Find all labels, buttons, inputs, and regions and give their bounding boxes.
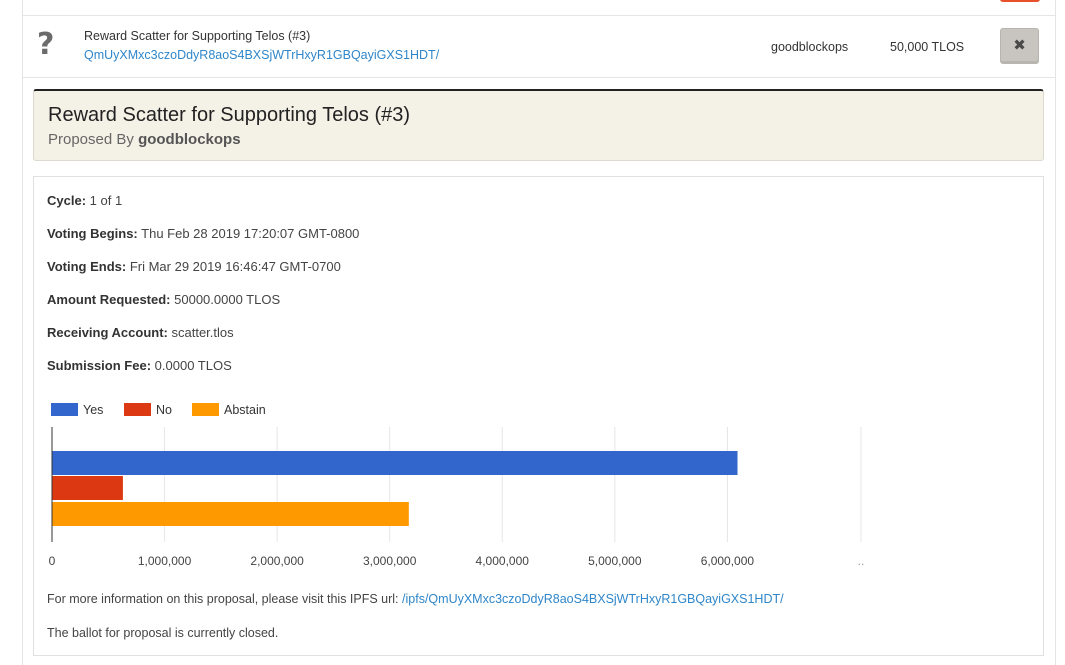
question-mark-icon: ?	[37, 27, 55, 62]
chart-tick-label-0: 0	[49, 554, 56, 568]
field-amount-requested: Amount Requested: 50000.0000 TLOS	[47, 292, 280, 307]
proposal-detail-proposed-by: Proposed By goodblockops	[48, 131, 241, 148]
previous-row-button-fragment[interactable]	[1000, 0, 1040, 2]
field-voting-ends-label: Voting Ends:	[47, 259, 127, 274]
field-amount-requested-value: 50000.0000 TLOS	[174, 292, 281, 307]
more-info-text: For more information on this proposal, p…	[47, 592, 399, 606]
chart-tick-label-2: 2,000,000	[250, 554, 304, 568]
proposal-detail-title: Reward Scatter for Supporting Telos (#3)	[48, 104, 411, 126]
field-submission-fee-label: Submission Fee:	[47, 358, 152, 373]
chart-tick-label-1: 1,000,000	[138, 554, 192, 568]
proposal-row-title: Reward Scatter for Supporting Telos (#3)	[84, 29, 311, 43]
ballot-status-text: The ballot for proposal is currently clo…	[47, 626, 279, 640]
chart-tick-label-4: 4,000,000	[476, 554, 530, 568]
proposed-by-account: goodblockops	[138, 131, 241, 148]
field-voting-begins-value: Thu Feb 28 2019 17:20:07 GMT-0800	[141, 226, 360, 241]
field-voting-ends: Voting Ends: Fri Mar 29 2019 16:46:47 GM…	[47, 259, 341, 274]
field-cycle-value: 1 of 1	[89, 193, 123, 208]
field-voting-ends-value: Fri Mar 29 2019 16:46:47 GMT-0700	[129, 259, 341, 274]
legend-label-abstain: Abstain	[224, 403, 266, 417]
field-amount-requested-label: Amount Requested:	[47, 292, 171, 307]
legend-swatch-no	[124, 403, 151, 416]
ipfs-url-link[interactable]: /ipfs/QmUyXMxc3czoDdyR8aoS4BXSjWTrHxyR1G…	[402, 592, 784, 606]
field-receiving-account-value: scatter.tlos	[171, 325, 234, 340]
field-receiving-account: Receiving Account: scatter.tlos	[47, 325, 234, 340]
proposal-row-ipfs-link[interactable]: QmUyXMxc3czoDdyR8aoS4BXSjWTrHxyR1GBQayiG…	[84, 48, 440, 62]
legend-item-yes: Yes	[51, 403, 103, 417]
legend-swatch-abstain	[192, 403, 219, 416]
field-voting-begins-label: Voting Begins:	[47, 226, 138, 241]
legend-label-no: No	[156, 403, 172, 417]
chart-bar-yes	[52, 451, 738, 475]
field-receiving-account-label: Receiving Account:	[47, 325, 168, 340]
proposal-detail-header: Reward Scatter for Supporting Telos (#3)…	[33, 89, 1044, 161]
field-voting-begins: Voting Begins: Thu Feb 28 2019 17:20:07 …	[47, 226, 359, 241]
chart-tick-label-3: 3,000,000	[363, 554, 417, 568]
proposed-by-label: Proposed By	[48, 131, 134, 148]
proposal-detail-body: Cycle: 1 of 1 Voting Begins: Thu Feb 28 …	[33, 176, 1044, 656]
proposal-row-proposer: goodblockops	[771, 40, 849, 54]
field-cycle-label: Cycle:	[47, 193, 87, 208]
chart-tick-label-5: 5,000,000	[588, 554, 642, 568]
legend-item-no: No	[124, 403, 172, 417]
proposal-row[interactable]: ? Reward Scatter for Supporting Telos (#…	[23, 16, 1055, 78]
chart-tick-label-trailing: ..	[858, 554, 865, 568]
proposal-row-amount: 50,000 TLOS	[890, 40, 965, 54]
legend-label-yes: Yes	[83, 403, 104, 417]
field-submission-fee: Submission Fee: 0.0000 TLOS	[47, 358, 232, 373]
more-info-line: For more information on this proposal, p…	[47, 592, 784, 606]
legend-swatch-yes	[51, 403, 78, 416]
close-icon: ✖	[1013, 37, 1026, 54]
vote-results-chart: 0 1,000,000 2,000,000 3,000,000 4,000,000 5,0…	[49, 427, 865, 568]
previous-row-link-fragment: ‾‾‾‾‾‾‾‾‾‾‾‾‾‾‾‾‾‾‾‾	[85, 0, 171, 8]
close-details-button[interactable]: ✖	[1000, 28, 1039, 64]
chart-tick-label-6: 6,000,000	[701, 554, 755, 568]
previous-proposal-row: ‾‾‾‾‾‾‾‾‾‾‾‾‾‾‾‾‾‾‾‾	[23, 0, 1055, 16]
chart-bar-no	[52, 476, 123, 500]
field-submission-fee-value: 0.0000 TLOS	[154, 358, 232, 373]
chart-bar-abstain	[52, 502, 409, 526]
field-cycle: Cycle: 1 of 1	[47, 193, 122, 208]
legend-item-abstain: Abstain	[192, 403, 266, 417]
